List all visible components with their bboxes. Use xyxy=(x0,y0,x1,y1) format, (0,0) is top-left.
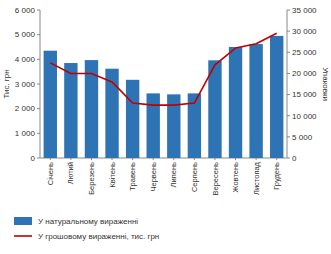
tick-label: 30 000 xyxy=(292,27,317,36)
tick-label: 15 000 xyxy=(292,90,317,99)
axis-line xyxy=(287,10,288,158)
tick-label: 10 000 xyxy=(292,112,317,121)
tick xyxy=(37,133,40,134)
tick xyxy=(132,158,133,160)
category-label: Серпень xyxy=(190,162,199,192)
tick xyxy=(287,73,290,74)
tick xyxy=(287,115,290,116)
tick xyxy=(37,108,40,109)
tick-label: 0 xyxy=(292,154,297,163)
x-axis: Січень Лютий Березень Квітень Травень Червень… xyxy=(40,158,287,196)
y-axis: 0 1 000 2 000 3 000 4 000 5 000 6 000 xyxy=(15,6,40,163)
chart: 0 1 000 2 000 3 000 4 000 5 000 6 000 0 5 000 10 … xyxy=(0,0,331,254)
tick xyxy=(37,10,40,11)
category-label: Травень xyxy=(128,162,137,191)
line xyxy=(50,33,276,105)
tick xyxy=(50,158,51,160)
tick xyxy=(37,34,40,35)
bar xyxy=(64,63,77,158)
tick xyxy=(214,158,215,160)
category-label: Листопад xyxy=(252,161,261,195)
bar xyxy=(126,80,139,158)
tick xyxy=(37,84,40,85)
tick xyxy=(276,158,277,160)
category-label: Квітень xyxy=(108,162,117,188)
bar xyxy=(147,93,160,158)
category-label: Липень xyxy=(169,162,178,187)
tick-label: 0 xyxy=(30,154,35,163)
y2-axis: 0 5 000 10 000 15 000 20 000 25 000 30 000 35 0… xyxy=(287,6,317,163)
tick-label: 20 000 xyxy=(292,69,317,78)
tick xyxy=(256,158,257,160)
tick xyxy=(173,158,174,160)
legend-label: У натуральному вираженні xyxy=(38,217,138,226)
tick xyxy=(194,158,195,160)
legend-swatch xyxy=(14,235,32,237)
bar xyxy=(249,44,262,158)
category-label: Лютий xyxy=(66,162,75,184)
tick xyxy=(112,158,113,160)
tick xyxy=(70,158,71,160)
tick xyxy=(37,59,40,60)
tick-label: 6 000 xyxy=(15,6,36,15)
y2-axis-label: Упаковки xyxy=(321,67,330,101)
tick-label: 4 000 xyxy=(15,55,36,64)
tick-label: 25 000 xyxy=(292,48,317,57)
legend: У натуральному вираженні У грошовому вира… xyxy=(14,217,159,241)
category-label: Грудень xyxy=(272,162,281,190)
tick xyxy=(287,52,290,53)
tick-label: 3 000 xyxy=(15,80,36,89)
tick xyxy=(287,94,290,95)
tick xyxy=(287,136,290,137)
legend-swatch xyxy=(14,217,32,225)
category-label: Червень xyxy=(149,162,158,192)
tick xyxy=(287,10,290,11)
category-label: Жовтень xyxy=(231,162,240,192)
bar xyxy=(229,47,242,158)
tick xyxy=(153,158,154,160)
tick-label: 2 000 xyxy=(15,104,36,113)
legend-label: У грошовому вираженні, тис. грн xyxy=(38,232,159,241)
tick-label: 5 000 xyxy=(292,133,313,142)
marks xyxy=(44,33,284,158)
tick-label: 1 000 xyxy=(15,129,36,138)
tick xyxy=(91,158,92,160)
tick-label: 35 000 xyxy=(292,6,317,15)
category-label: Вересень xyxy=(211,162,220,196)
tick-label: 5 000 xyxy=(15,30,36,39)
category-label: Березень xyxy=(87,162,96,195)
tick xyxy=(287,158,290,159)
y-axis-label: Тис. грн xyxy=(2,69,11,98)
category-label: Січень xyxy=(46,162,55,185)
tick xyxy=(235,158,236,160)
tick xyxy=(37,158,40,159)
bar xyxy=(44,51,57,158)
tick xyxy=(287,31,290,32)
bar xyxy=(270,36,283,158)
